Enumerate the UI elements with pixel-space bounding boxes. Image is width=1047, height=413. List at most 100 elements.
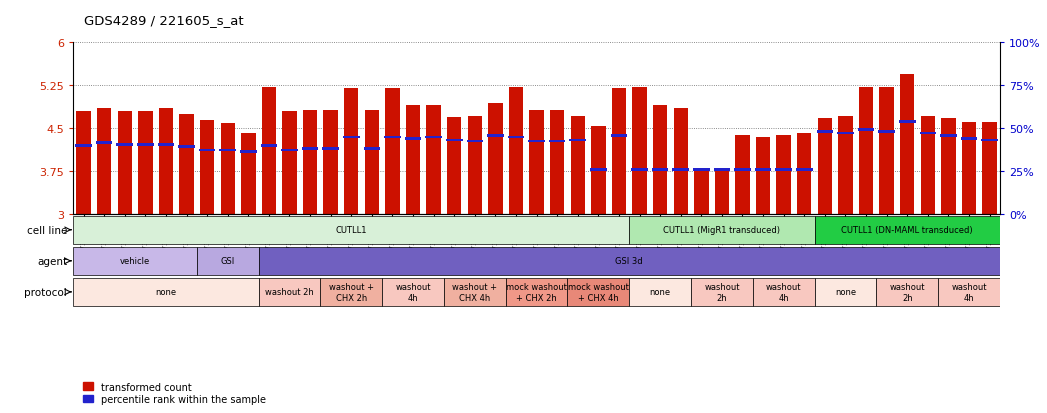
Bar [385,89,400,215]
Text: washout
4h: washout 4h [766,282,801,302]
Bar [629,278,691,306]
Bar [920,116,935,215]
Bar [221,123,235,215]
Bar [962,122,976,215]
Bar [509,88,524,215]
Bar [715,170,729,215]
Bar [159,109,173,215]
Text: GDS4289 / 221605_s_at: GDS4289 / 221605_s_at [84,14,243,27]
Bar [363,148,380,150]
Bar [76,112,91,215]
Bar [756,138,771,215]
Bar [653,106,667,215]
Text: none: none [155,288,177,297]
Bar [672,169,689,171]
Bar [302,148,318,150]
Bar [259,278,320,306]
Bar [320,278,382,306]
Text: washout +
CHX 2h: washout + CHX 2h [329,282,374,302]
Bar [282,150,297,152]
Bar [508,136,525,139]
Bar [815,216,1000,244]
Bar [178,146,195,149]
Bar [611,89,626,215]
Text: mock washout
+ CHX 4h: mock washout + CHX 4h [567,282,629,302]
Bar [694,170,709,215]
Text: CUTLL1 (MigR1 transduced): CUTLL1 (MigR1 transduced) [664,226,780,235]
Bar [324,111,338,215]
Bar [259,247,1000,275]
Bar [73,216,629,244]
Text: washout 2h: washout 2h [265,288,314,297]
Text: washout
2h: washout 2h [890,282,925,302]
Bar [382,278,444,306]
Bar [488,103,503,215]
Bar [117,112,132,215]
Bar [467,140,483,143]
Text: washout
4h: washout 4h [952,282,986,302]
Bar [899,121,915,123]
Bar [940,135,957,137]
Bar [549,140,565,143]
Bar [550,111,564,215]
Bar [981,139,998,142]
Bar [777,136,790,215]
Bar [343,136,359,139]
Text: GSI: GSI [221,257,235,266]
Bar [303,111,317,215]
Text: none: none [649,288,671,297]
Bar [818,119,832,215]
Bar [426,106,441,215]
Bar [652,169,668,171]
Text: washout
4h: washout 4h [396,282,430,302]
Bar [529,140,544,143]
Bar [530,111,543,215]
Legend: transformed count, percentile rank within the sample: transformed count, percentile rank withi… [84,382,266,404]
Bar [447,118,462,215]
Bar [753,278,815,306]
Bar [879,88,894,215]
Bar [693,169,710,171]
Bar [838,132,853,135]
Bar [406,106,420,215]
Bar [961,138,977,141]
Bar [487,135,504,137]
Bar [261,145,277,147]
Bar [384,136,401,139]
Text: mock washout
+ CHX 2h: mock washout + CHX 2h [506,282,567,302]
Bar [96,142,112,145]
Text: washout +
CHX 4h: washout + CHX 4h [452,282,497,302]
Text: agent: agent [37,256,67,266]
Bar [444,278,506,306]
Bar [734,169,751,171]
Bar [839,116,852,215]
Bar [610,135,627,137]
Bar [138,112,153,215]
Bar [817,131,833,133]
Bar [691,278,753,306]
Bar [571,116,585,215]
Bar [632,88,647,215]
Bar [322,148,339,150]
Bar [116,144,133,146]
Bar [982,122,997,215]
Bar [859,88,873,215]
Bar [283,112,296,215]
Bar [631,169,648,171]
Bar [73,247,197,275]
Bar [776,169,792,171]
Bar [567,278,629,306]
Bar [714,169,730,171]
Bar [592,126,605,215]
Bar [938,278,1000,306]
Text: CUTLL1 (DN-MAML transduced): CUTLL1 (DN-MAML transduced) [842,226,973,235]
Bar [405,138,421,141]
Bar [97,109,111,215]
Bar [919,132,936,135]
Text: protocol: protocol [24,287,67,297]
Bar [673,109,688,215]
Bar [755,169,772,171]
Bar [199,150,216,152]
Text: washout
2h: washout 2h [705,282,739,302]
Bar [240,151,257,153]
